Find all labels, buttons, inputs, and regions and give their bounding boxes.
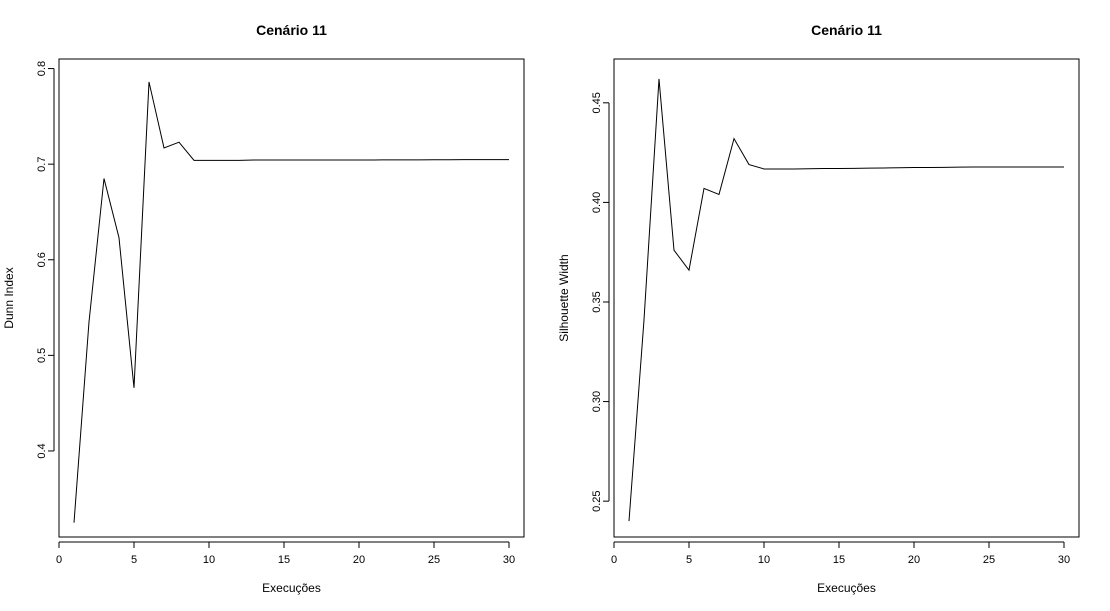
chart-1-x-tick-label: 10	[758, 554, 770, 566]
chart-1-y-tick-label: 0.40	[591, 192, 603, 213]
chart-0-y-tick-label: 0.5	[36, 348, 48, 363]
chart-0-x-tick-label: 15	[278, 554, 290, 566]
chart-1-y-tick-label: 0.25	[591, 490, 603, 511]
chart-1-x-tick-label: 15	[833, 554, 845, 566]
chart-0-plot-frame	[58, 58, 525, 538]
chart-0-x-tick-label: 10	[203, 554, 215, 566]
chart-1-title: Cenário 11	[811, 22, 882, 38]
chart-0-y-tick-label: 0.6	[36, 252, 48, 267]
chart-1-x-tick-label: 20	[908, 554, 920, 566]
chart-0-y-tick-label: 0.7	[36, 157, 48, 172]
chart-0-x-axis-label: Execuções	[262, 581, 321, 595]
chart-0-series-line	[73, 81, 509, 523]
chart-0-y-axis-label: Dunn Index	[2, 267, 16, 328]
chart-0-x-tick-label: 0	[56, 554, 62, 566]
chart-0-x-tick-label: 20	[353, 554, 365, 566]
chart-1-y-tick-label: 0.35	[591, 291, 603, 312]
chart-0-y-tick-label: 0.4	[36, 443, 48, 458]
chart-0-x-tick-label: 30	[503, 554, 515, 566]
chart-1-y-tick-label: 0.30	[591, 391, 603, 412]
silhouette-width-panel: Cenário 11 0 5 10 15 20 25 30 0.25 0.30 0.35 0.40 0.…	[557, 22, 1080, 595]
chart-0-title: Cenário 11	[256, 22, 327, 38]
chart-1-y-tick-label: 0.45	[591, 92, 603, 113]
chart-1-x-tick-label: 0	[611, 554, 617, 566]
chart-0-x-tick-label: 5	[131, 554, 137, 566]
chart-0-y-tick-label: 0.8	[36, 61, 48, 76]
chart-1-x-tick-label: 25	[983, 554, 995, 566]
chart-1-y-axis-label: Silhouette Width	[557, 254, 571, 341]
chart-1-x-axis-label: Execuções	[817, 581, 876, 595]
chart-1-plot-frame	[613, 58, 1080, 538]
chart-1-x-tick-label: 30	[1058, 554, 1070, 566]
chart-1-series-line	[628, 78, 1064, 522]
dunn-index-panel: Cenário 11 0 5 10 15 20 25 30 0.4 0.5 0.6 0.7 0.8 Exe…	[2, 22, 525, 595]
chart-1-x-tick-label: 5	[686, 554, 692, 566]
chart-0-x-tick-label: 25	[428, 554, 440, 566]
